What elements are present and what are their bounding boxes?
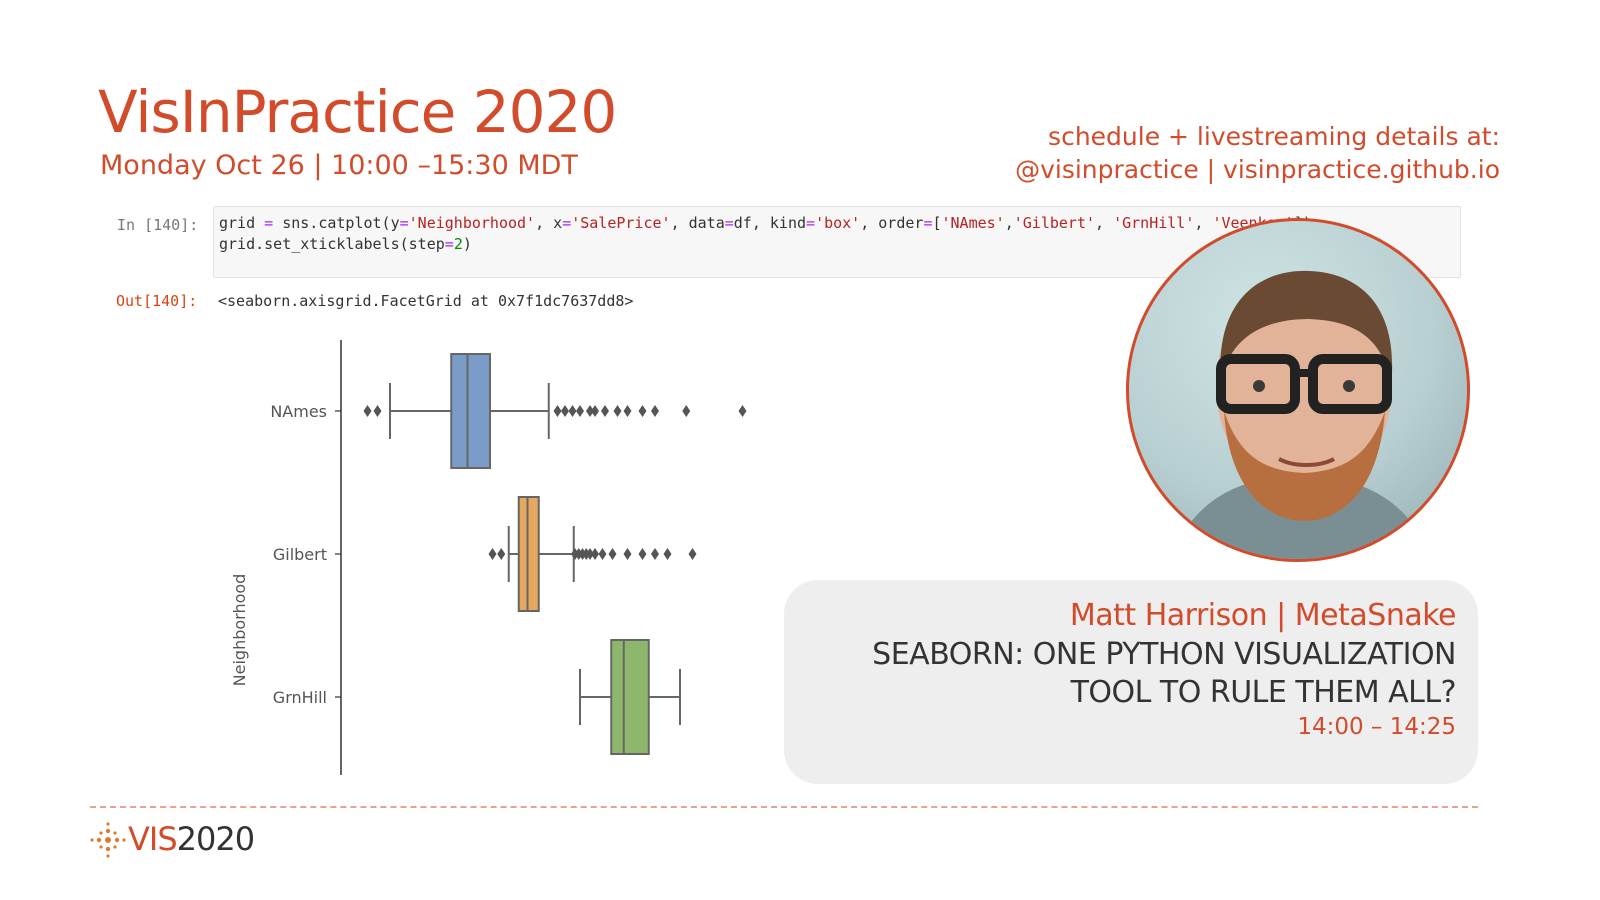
outlier-point	[738, 405, 747, 417]
boxplot-chart: Neighborhood NAmes Gilbert GrnHill	[230, 340, 747, 775]
code-line-2: grid.set_xticklabels(step=2)	[219, 235, 472, 253]
event-date: Monday Oct 26 | 10:00 –15:30 MDT	[100, 150, 578, 181]
outlier-point	[576, 405, 584, 417]
outlier-point	[651, 405, 659, 417]
schedule-links: @visinpractice | visinpractice.github.io	[1015, 155, 1500, 184]
outlier-point	[586, 548, 594, 560]
outlier-point	[497, 548, 506, 560]
outlier-point	[488, 548, 497, 560]
speaker-affiliation: MetaSnake	[1294, 598, 1457, 633]
y-axis-label: Neighborhood	[230, 574, 249, 687]
event-title: VisInPractice 2020	[98, 78, 617, 146]
outlier-point	[591, 548, 599, 560]
schedule-info: schedule + livestreaming details at: @vi…	[1015, 120, 1500, 186]
speaker-separator: |	[1267, 598, 1295, 633]
speaker-photo	[1126, 218, 1470, 562]
outlier-point	[608, 548, 617, 560]
outlier-point	[638, 548, 647, 560]
outlier-point	[568, 405, 577, 417]
outlier-point	[553, 405, 562, 417]
outlier-point	[651, 548, 659, 560]
schedule-line: schedule + livestreaming details at:	[1048, 122, 1500, 151]
outlier-point	[623, 548, 632, 560]
outlier-point	[638, 405, 647, 417]
input-prompt: In [140]:	[117, 216, 199, 234]
talk-title-line-2: TOOL TO RULE THEM ALL?	[1070, 675, 1457, 710]
outlier-point	[591, 405, 599, 417]
outlier-point	[682, 405, 691, 417]
outlier-point	[373, 405, 382, 417]
y-tick-label: NAmes	[270, 402, 327, 421]
outlier-point	[623, 405, 632, 417]
vis-logo-icon	[90, 822, 126, 858]
outlier-point	[688, 548, 697, 560]
speaker-line: Matt Harrison | MetaSnake	[784, 596, 1457, 636]
outlier-point	[363, 405, 372, 417]
talk-card: Matt Harrison | MetaSnake SEABORN: ONE P…	[784, 580, 1478, 784]
speaker-portrait-icon	[1171, 270, 1431, 559]
output-text: <seaborn.axisgrid.FacetGrid at 0x7f1dc76…	[218, 292, 634, 310]
talk-title-line-1: SEABORN: ONE PYTHON VISUALIZATION	[872, 637, 1456, 672]
speaker-name: Matt Harrison	[1069, 598, 1268, 633]
outlier-point	[601, 405, 609, 417]
vis-logo-year: 2020	[176, 820, 255, 858]
talk-time: 14:00 – 14:25	[1297, 714, 1456, 740]
box-grnhill	[610, 639, 650, 755]
outlier-point	[586, 405, 594, 417]
vis-logo-text: VIS2020	[128, 820, 255, 858]
outlier-point	[561, 405, 569, 417]
footer-divider	[90, 806, 1478, 808]
outlier-point	[663, 548, 672, 560]
output-prompt: Out[140]:	[116, 292, 198, 310]
outlier-point	[598, 548, 607, 560]
outlier-point	[613, 405, 622, 417]
box-names	[450, 353, 491, 469]
box-gilbert	[517, 496, 540, 612]
y-tick-label: GrnHill	[273, 688, 327, 707]
y-tick-label: Gilbert	[273, 545, 327, 564]
